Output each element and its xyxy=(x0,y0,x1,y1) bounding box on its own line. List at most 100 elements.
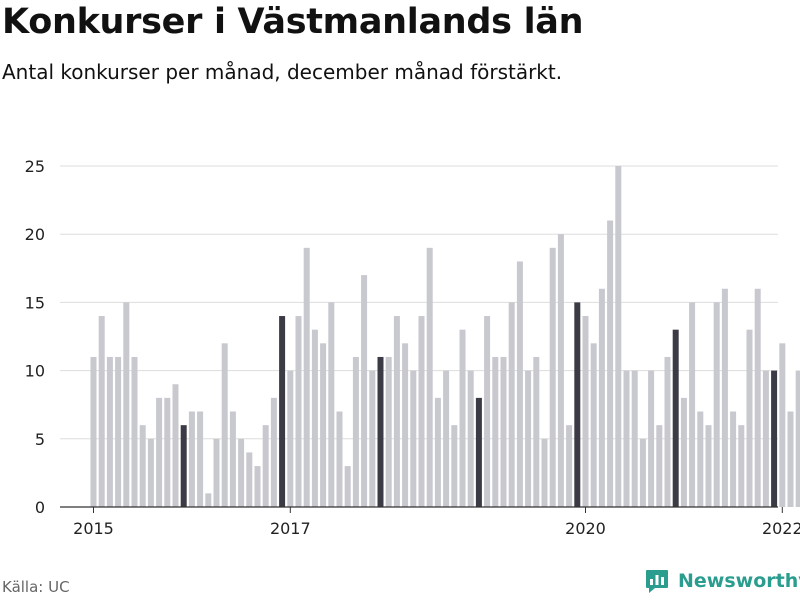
bar xyxy=(254,466,261,507)
y-tick-label: 0 xyxy=(35,498,45,517)
bar xyxy=(385,356,392,507)
bar xyxy=(656,425,663,507)
bar xyxy=(451,425,458,507)
x-tick-label: 2017 xyxy=(270,519,311,538)
bar xyxy=(795,370,800,507)
bar xyxy=(311,329,318,507)
x-tick-label: 2022 xyxy=(762,519,800,538)
bar xyxy=(426,247,433,507)
bar xyxy=(787,411,794,507)
newsworthy-logo[interactable]: Newsworthy xyxy=(644,568,800,594)
bar xyxy=(213,438,220,507)
bar xyxy=(164,397,171,507)
bar-december xyxy=(672,329,679,507)
bar xyxy=(147,438,154,507)
bar xyxy=(98,316,105,507)
bar xyxy=(680,397,687,507)
bar xyxy=(582,316,589,507)
bar xyxy=(188,411,195,507)
bar xyxy=(492,356,499,507)
y-tick-label: 25 xyxy=(25,157,45,176)
bar xyxy=(418,316,425,507)
newsworthy-icon xyxy=(646,570,668,593)
bar xyxy=(508,302,515,507)
bar xyxy=(664,356,671,507)
bar xyxy=(615,166,622,507)
bar xyxy=(115,356,122,507)
chart-subtitle: Antal konkurser per månad, december måna… xyxy=(2,60,563,84)
chart-title: Konkurser i Västmanlands län xyxy=(2,2,584,42)
brand-name: Newsworthy xyxy=(678,570,800,592)
x-tick-label: 2020 xyxy=(565,519,606,538)
y-tick-label: 10 xyxy=(25,362,45,381)
bar xyxy=(754,288,761,507)
bar xyxy=(197,411,204,507)
bar xyxy=(402,343,409,507)
bar xyxy=(344,466,351,507)
bar xyxy=(246,452,253,507)
bar xyxy=(713,302,720,507)
bar xyxy=(648,370,655,507)
bar xyxy=(623,370,630,507)
bar xyxy=(131,356,138,507)
bar xyxy=(369,370,376,507)
bar-december xyxy=(279,316,286,507)
bar xyxy=(320,343,327,507)
bar xyxy=(139,425,146,507)
bar xyxy=(549,247,556,507)
bar xyxy=(229,411,236,507)
bar xyxy=(205,493,212,507)
bar xyxy=(295,316,302,507)
bar xyxy=(533,356,540,507)
bar xyxy=(156,397,163,507)
bar xyxy=(123,302,130,507)
bar xyxy=(607,220,614,507)
y-tick-label: 5 xyxy=(35,430,45,449)
bar xyxy=(410,370,417,507)
bar xyxy=(484,316,491,507)
bar xyxy=(172,384,179,507)
y-tick-label: 20 xyxy=(25,225,45,244)
bar xyxy=(238,438,245,507)
bar xyxy=(598,288,605,507)
bar xyxy=(467,370,474,507)
bar xyxy=(221,343,228,507)
bar xyxy=(303,247,310,507)
bar xyxy=(525,370,532,507)
x-tick-label: 2015 xyxy=(73,519,114,538)
bar xyxy=(746,329,753,507)
bar xyxy=(434,397,441,507)
bar xyxy=(697,411,704,507)
y-tick-label: 15 xyxy=(25,293,45,312)
bar xyxy=(639,438,646,507)
bar xyxy=(689,302,696,507)
bar xyxy=(721,288,728,507)
bar xyxy=(90,356,97,507)
bar xyxy=(590,343,597,507)
bar xyxy=(738,425,745,507)
bar-december xyxy=(377,356,384,507)
bar xyxy=(352,356,359,507)
bar xyxy=(516,261,523,507)
bar xyxy=(270,397,277,507)
bar xyxy=(459,329,466,507)
bar xyxy=(541,438,548,507)
bar-december xyxy=(475,397,482,507)
bar xyxy=(336,411,343,507)
bar xyxy=(328,302,335,507)
bar xyxy=(566,425,573,507)
bar-december xyxy=(180,425,187,507)
bar xyxy=(730,411,737,507)
bar xyxy=(705,425,712,507)
bar xyxy=(762,370,769,507)
bar xyxy=(779,343,786,507)
bar xyxy=(443,370,450,507)
bar xyxy=(361,275,368,507)
bar-december xyxy=(574,302,581,507)
bar xyxy=(287,370,294,507)
bar xyxy=(393,316,400,507)
bar-december xyxy=(771,370,778,507)
bar xyxy=(500,356,507,507)
bar xyxy=(557,234,564,507)
